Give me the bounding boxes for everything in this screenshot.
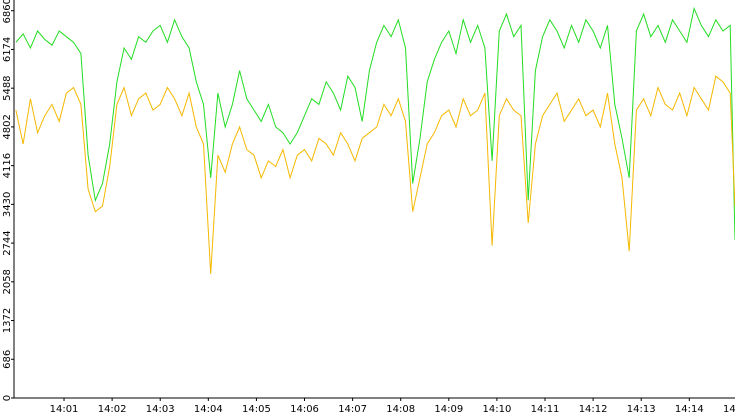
x-tick-label: 14:03	[146, 404, 175, 415]
y-tick-label: 5488	[2, 75, 13, 100]
x-tick-label: 14:02	[98, 404, 127, 415]
x-tick-label: 14:05	[242, 404, 271, 415]
y-tick-label: 2058	[2, 269, 13, 294]
x-tick-label: 14:14	[675, 404, 704, 415]
x-tick-label: 14:09	[434, 404, 463, 415]
y-tick-label: 0	[2, 395, 13, 401]
x-tick-label: 14:10	[482, 404, 511, 415]
x-tick-label: 14:04	[194, 404, 223, 415]
series-line	[15, 75, 735, 274]
x-tick-label: 14:07	[338, 404, 367, 415]
x-tick-label: 14:06	[290, 404, 319, 415]
x-tick-label: 14:13	[627, 404, 656, 415]
y-tick-label: 6860	[2, 0, 13, 23]
x-tick-label: 14:08	[386, 404, 415, 415]
y-tick-label: 4802	[2, 114, 13, 139]
y-tick-label: 3430	[2, 192, 13, 217]
y-tick-label: 1372	[2, 308, 13, 333]
x-tick-label: 14:12	[579, 404, 608, 415]
x-tick-label: 14:15	[723, 404, 735, 415]
series-line	[15, 6, 735, 240]
x-tick-label: 14:01	[50, 404, 79, 415]
x-tick-label: 14:11	[531, 404, 560, 415]
y-tick-label: 686	[2, 350, 13, 369]
y-tick-label: 4116	[2, 153, 13, 178]
y-tick-label: 6174	[2, 37, 13, 62]
y-tick-label: 2744	[2, 230, 13, 255]
